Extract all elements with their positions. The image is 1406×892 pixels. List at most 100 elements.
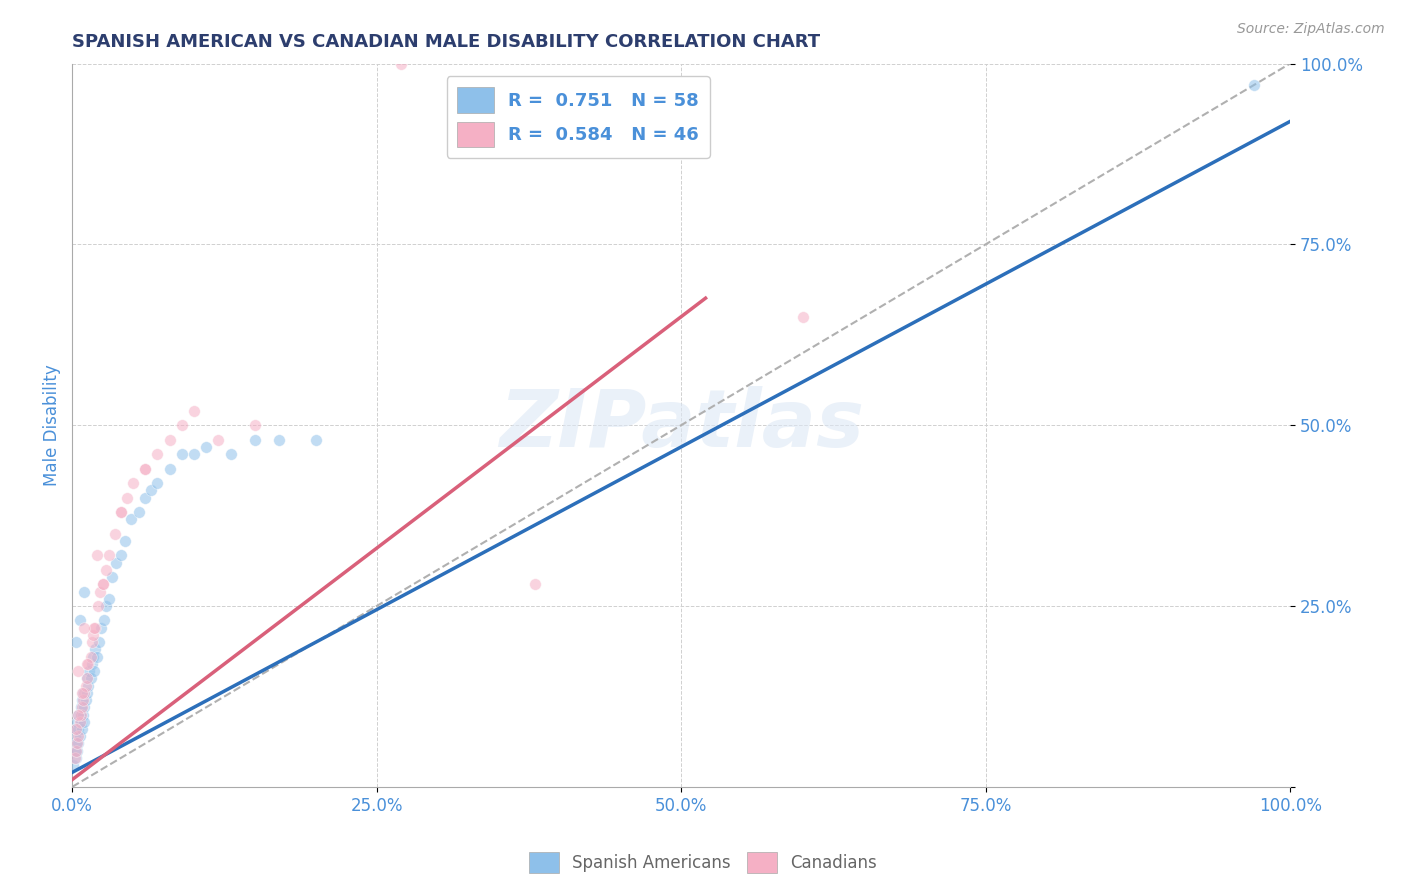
Point <box>87 599 110 613</box>
Point <box>96 599 118 613</box>
Point <box>70 693 93 707</box>
Point <box>63 744 86 758</box>
Point <box>73 686 96 700</box>
Point <box>72 693 94 707</box>
Point <box>243 418 266 433</box>
Y-axis label: Male Disability: Male Disability <box>44 364 60 486</box>
Point <box>66 736 89 750</box>
Point <box>219 447 242 461</box>
Point <box>84 621 107 635</box>
Point <box>65 751 87 765</box>
Point <box>86 649 108 664</box>
Point <box>305 433 328 447</box>
Point <box>91 577 114 591</box>
Point <box>114 533 136 548</box>
Point <box>170 418 193 433</box>
Point <box>183 403 205 417</box>
Point <box>66 714 89 729</box>
Point <box>110 505 132 519</box>
Point <box>67 707 90 722</box>
Point <box>72 686 94 700</box>
Point <box>183 447 205 461</box>
Point <box>1243 78 1265 93</box>
Point <box>69 707 91 722</box>
Point <box>243 433 266 447</box>
Point <box>63 729 86 743</box>
Point <box>69 714 91 729</box>
Point <box>67 722 90 736</box>
Point <box>146 476 169 491</box>
Point <box>90 621 112 635</box>
Text: SPANISH AMERICAN VS CANADIAN MALE DISABILITY CORRELATION CHART: SPANISH AMERICAN VS CANADIAN MALE DISABI… <box>72 33 820 51</box>
Legend: R =  0.751   N = 58, R =  0.584   N = 46: R = 0.751 N = 58, R = 0.584 N = 46 <box>447 76 710 158</box>
Point <box>80 635 103 649</box>
Point <box>70 700 93 714</box>
Point <box>69 707 91 722</box>
Point <box>195 440 218 454</box>
Point <box>67 729 90 743</box>
Point <box>69 614 91 628</box>
Point <box>97 549 120 563</box>
Point <box>269 433 291 447</box>
Point <box>65 722 87 736</box>
Point <box>134 461 156 475</box>
Point <box>87 635 110 649</box>
Point <box>62 758 84 772</box>
Point <box>104 526 127 541</box>
Text: Source: ZipAtlas.com: Source: ZipAtlas.com <box>1237 22 1385 37</box>
Point <box>65 722 87 736</box>
Point <box>110 549 132 563</box>
Point <box>91 577 114 591</box>
Point <box>73 621 96 635</box>
Point <box>389 56 412 70</box>
Point <box>77 679 100 693</box>
Point <box>67 736 90 750</box>
Point <box>101 570 124 584</box>
Point <box>76 686 98 700</box>
Point <box>76 657 98 671</box>
Point <box>76 671 98 685</box>
Point <box>72 707 94 722</box>
Point <box>73 714 96 729</box>
Point <box>84 642 107 657</box>
Point <box>134 461 156 475</box>
Point <box>110 505 132 519</box>
Point <box>66 744 89 758</box>
Point <box>79 671 101 685</box>
Point <box>69 700 91 714</box>
Point <box>82 649 104 664</box>
Point <box>159 433 181 447</box>
Point <box>73 700 96 714</box>
Point <box>146 447 169 461</box>
Point <box>82 628 104 642</box>
Point <box>83 621 105 635</box>
Point <box>65 736 87 750</box>
Point <box>170 447 193 461</box>
Point <box>89 584 111 599</box>
Point <box>159 461 181 475</box>
Point <box>83 664 105 678</box>
Point <box>69 714 91 729</box>
Point <box>69 729 91 743</box>
Point <box>105 556 128 570</box>
Point <box>120 512 142 526</box>
Point <box>70 686 93 700</box>
Point <box>67 707 90 722</box>
Point <box>141 483 163 498</box>
Point <box>792 310 814 324</box>
Point <box>65 744 87 758</box>
Point <box>207 433 229 447</box>
Point <box>79 649 101 664</box>
Point <box>80 657 103 671</box>
Point <box>75 693 97 707</box>
Legend: Spanish Americans, Canadians: Spanish Americans, Canadians <box>522 846 884 880</box>
Point <box>128 505 150 519</box>
Point <box>86 549 108 563</box>
Point <box>77 657 100 671</box>
Point <box>75 679 97 693</box>
Point <box>96 563 118 577</box>
Point <box>97 591 120 606</box>
Point <box>73 584 96 599</box>
Point <box>65 635 87 649</box>
Point <box>115 491 138 505</box>
